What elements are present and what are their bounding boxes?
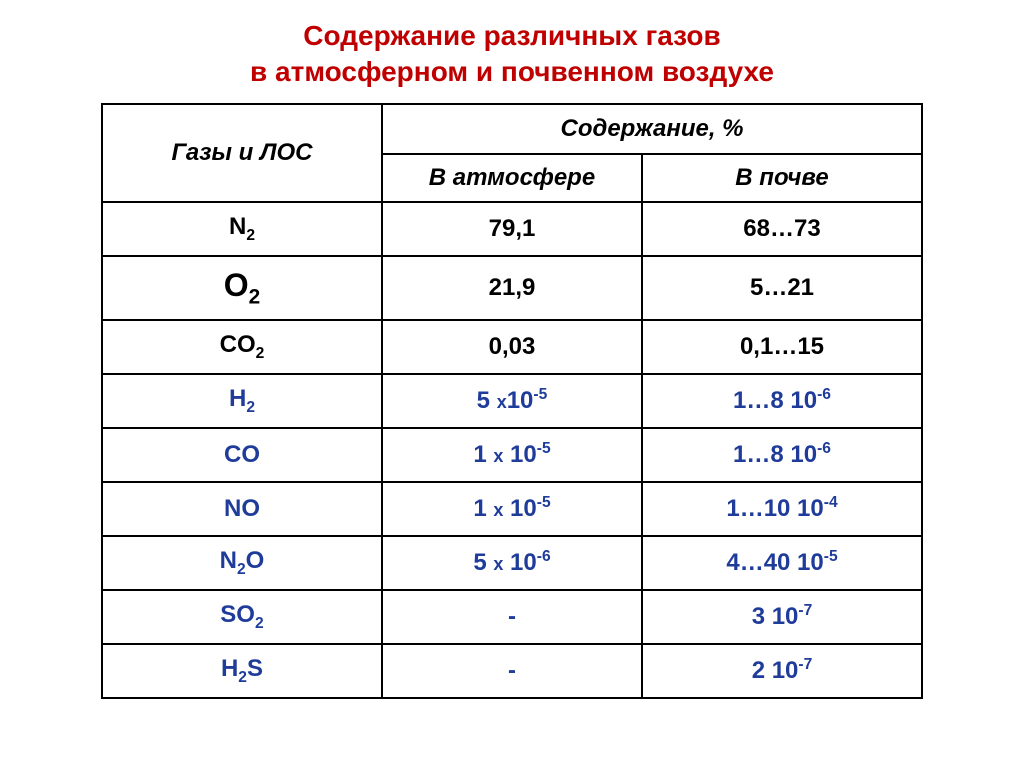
atmosphere-value: 0,03 — [382, 320, 642, 374]
table-row: NO1 x 10-51…10 10-4 — [102, 482, 922, 536]
gas-content-table: Газы и ЛОС Содержание, % В атмосфере В п… — [101, 103, 923, 699]
gas-formula: CO — [102, 428, 382, 482]
atmosphere-value: - — [382, 590, 642, 644]
table-row: H25 x10-51…8 10-6 — [102, 374, 922, 428]
soil-value: 4…40 10-5 — [642, 536, 922, 590]
soil-value: 5…21 — [642, 256, 922, 320]
atmosphere-value: 5 x10-5 — [382, 374, 642, 428]
header-soil: В почве — [642, 154, 922, 202]
table-row: N2O5 x 10-64…40 10-5 — [102, 536, 922, 590]
gas-formula: H2S — [102, 644, 382, 698]
soil-value: 68…73 — [642, 202, 922, 256]
title-line-2: в атмосферном и почвенном воздухе — [250, 56, 774, 87]
atmosphere-value: 5 x 10-6 — [382, 536, 642, 590]
atmosphere-value: 79,1 — [382, 202, 642, 256]
table-row: SO2-3 10-7 — [102, 590, 922, 644]
gas-formula: O2 — [102, 256, 382, 320]
gas-formula: NO — [102, 482, 382, 536]
table-body: N279,168…73O221,95…21CO20,030,1…15H25 x1… — [102, 202, 922, 698]
table-row: O221,95…21 — [102, 256, 922, 320]
gas-formula: CO2 — [102, 320, 382, 374]
soil-value: 3 10-7 — [642, 590, 922, 644]
soil-value: 1…10 10-4 — [642, 482, 922, 536]
table-row: CO20,030,1…15 — [102, 320, 922, 374]
atmosphere-value: 1 x 10-5 — [382, 482, 642, 536]
gas-formula: SO2 — [102, 590, 382, 644]
table-row: CO1 x 10-51…8 10-6 — [102, 428, 922, 482]
title-line-1: Содержание различных газов — [303, 20, 720, 51]
atmosphere-value: 21,9 — [382, 256, 642, 320]
table-row: H2S-2 10-7 — [102, 644, 922, 698]
table-row: N279,168…73 — [102, 202, 922, 256]
gas-formula: N2 — [102, 202, 382, 256]
soil-value: 0,1…15 — [642, 320, 922, 374]
page-title: Содержание различных газов в атмосферном… — [250, 18, 774, 91]
gas-formula: H2 — [102, 374, 382, 428]
atmosphere-value: 1 x 10-5 — [382, 428, 642, 482]
gas-formula: N2O — [102, 536, 382, 590]
soil-value: 1…8 10-6 — [642, 428, 922, 482]
atmosphere-value: - — [382, 644, 642, 698]
header-atmosphere: В атмосфере — [382, 154, 642, 202]
header-gases: Газы и ЛОС — [102, 104, 382, 202]
soil-value: 1…8 10-6 — [642, 374, 922, 428]
header-content: Содержание, % — [382, 104, 922, 154]
soil-value: 2 10-7 — [642, 644, 922, 698]
